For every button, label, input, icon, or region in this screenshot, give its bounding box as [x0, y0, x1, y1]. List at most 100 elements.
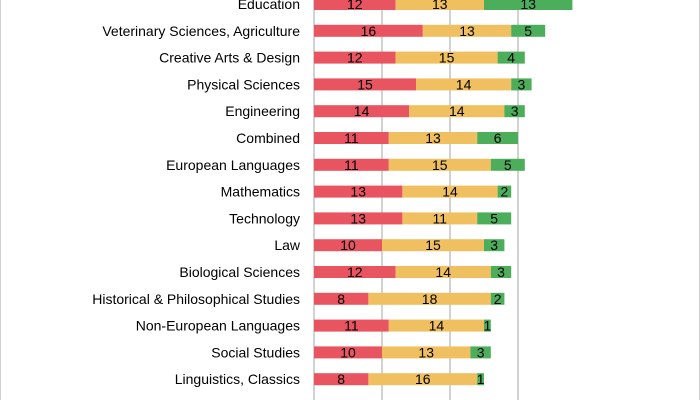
bar-row: Biological Sciences 12 14 3: [179, 264, 512, 280]
bar-segment-2: [395, 0, 484, 10]
data-label: 13: [432, 0, 448, 12]
data-label: 14: [456, 76, 472, 92]
data-label: 14: [449, 103, 465, 119]
bar-segment-2: [368, 373, 478, 386]
bar-segment-3: [490, 292, 505, 305]
bar-row: Non-European Languages 11 14 1: [136, 318, 492, 334]
bar-row: Historical & Philosophical Studies 8 18 2: [92, 291, 505, 307]
bar-segment-1: [314, 51, 396, 64]
bar-segment-3: [511, 24, 546, 37]
bar-segment-2: [409, 105, 505, 118]
category-label: Historical & Philosophical Studies: [92, 291, 300, 307]
bar-row: Social Studies 10 13 3: [211, 344, 491, 360]
bar-segment-2: [388, 158, 491, 171]
bar-row: Physical Sciences 15 14 3: [187, 76, 532, 92]
data-label: 8: [337, 371, 345, 387]
data-label: 8: [337, 291, 345, 307]
data-label: 15: [357, 76, 373, 92]
data-label: 2: [501, 184, 509, 200]
bar-segment-2: [388, 319, 484, 332]
bar-segment-3: [504, 105, 525, 118]
bar-segment-3: [477, 212, 512, 225]
data-label: 14: [429, 318, 445, 334]
category-label: Social Studies: [211, 344, 300, 360]
data-label: 3: [511, 103, 519, 119]
bar-segment-2: [395, 51, 498, 64]
category-label: Creative Arts & Design: [159, 50, 300, 66]
bar-segment-3: [477, 373, 484, 386]
bar-segment-2: [416, 78, 512, 91]
data-label: 5: [504, 157, 512, 173]
bar-segment-1: [314, 0, 396, 10]
data-label: 16: [415, 371, 431, 387]
category-label: Physical Sciences: [187, 76, 300, 92]
data-label: 13: [350, 184, 366, 200]
data-label: 13: [425, 130, 441, 146]
bar-segment-3: [484, 319, 491, 332]
data-label: 18: [422, 291, 438, 307]
data-label: 3: [518, 76, 526, 92]
bar-segment-1: [314, 292, 369, 305]
data-label: 16: [361, 23, 377, 39]
bar-segment-1: [314, 78, 416, 91]
bar-segment-1: [314, 185, 403, 198]
data-label: 14: [435, 264, 451, 280]
data-label: 5: [524, 23, 532, 39]
data-label: 12: [347, 0, 363, 12]
bar-segment-1: [314, 158, 389, 171]
data-label: 14: [442, 184, 458, 200]
bar-row: Creative Arts & Design 12 15 4: [159, 50, 525, 66]
data-label: 15: [425, 237, 441, 253]
bar-segment-2: [388, 132, 478, 144]
bar-segment-2: [422, 24, 512, 37]
bar-segment-2: [395, 266, 491, 278]
bar-segment-3: [497, 51, 525, 64]
bar-segment-3: [477, 132, 518, 144]
bar-segment-3: [490, 158, 525, 171]
category-label: European Languages: [166, 157, 300, 173]
bar-segment-3: [484, 0, 573, 10]
category-label: Veterinary Sciences, Agriculture: [102, 23, 300, 39]
category-label: Biological Sciences: [179, 264, 300, 280]
data-label: 11: [344, 318, 359, 334]
data-label: 11: [344, 130, 359, 146]
category-label: Engineering: [225, 103, 300, 119]
category-label: Education: [238, 0, 300, 12]
data-label: 5: [490, 210, 498, 226]
bar-segment-1: [314, 212, 403, 225]
bar-segment-2: [368, 292, 491, 305]
data-label: 10: [340, 344, 356, 360]
data-label: 14: [354, 103, 370, 119]
bar-row: Education 12 13 13: [238, 0, 573, 12]
bar-segment-3: [484, 239, 505, 252]
bar-segment-1: [314, 105, 410, 118]
data-label: 1: [484, 318, 492, 334]
data-label: 2: [494, 291, 502, 307]
data-label: 11: [344, 157, 359, 173]
bar-segment-2: [402, 212, 478, 225]
data-label: 12: [347, 50, 363, 66]
bar-segment-1: [314, 346, 382, 359]
bar-segment-2: [402, 185, 498, 198]
category-label: Linguistics, Classics: [175, 371, 300, 387]
bar-row: Law 10 15 3: [274, 237, 505, 253]
data-label: 1: [477, 371, 485, 387]
data-label: 15: [432, 157, 448, 173]
data-label: 13: [459, 23, 475, 39]
category-label: Law: [274, 237, 301, 253]
data-label: 12: [347, 264, 363, 280]
data-label: 13: [520, 0, 536, 12]
bar-segment-1: [314, 319, 389, 332]
bar-segment-2: [382, 239, 484, 252]
category-label: Technology: [229, 210, 300, 226]
data-label: 3: [490, 237, 498, 253]
bar-row: Technology 13 11 5: [229, 210, 512, 226]
bar-row: Veterinary Sciences, Agriculture 16 13 5: [102, 23, 546, 39]
data-label: 15: [439, 50, 455, 66]
bar-row: Linguistics, Classics 8 16 1: [175, 371, 485, 387]
data-label: 13: [350, 210, 366, 226]
bar-segment-1: [314, 239, 382, 252]
